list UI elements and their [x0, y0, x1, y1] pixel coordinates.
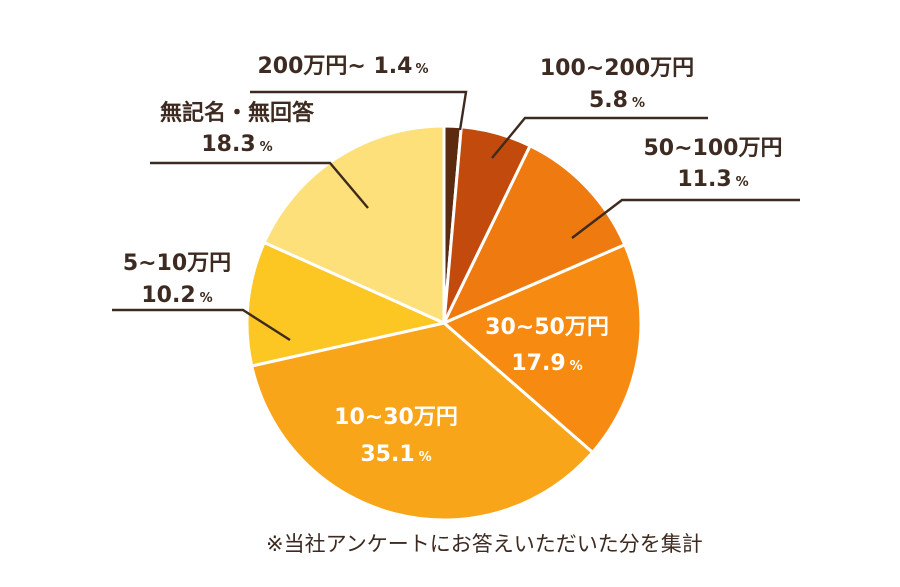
slice-value-1: 5.8%	[589, 88, 645, 113]
slice-value-5: 10.2%	[141, 283, 212, 308]
pie-slice-2	[442, 144, 627, 325]
pie-slice-4	[250, 321, 595, 522]
leader-line-2	[571, 198, 800, 239]
slice-label-4: 10~30万円	[334, 405, 458, 430]
pie-slice-3	[442, 243, 643, 454]
slice-label-6: 無記名・無回答	[160, 100, 315, 126]
leader-line-6	[150, 161, 369, 209]
slice-value-3: 17.9%	[511, 351, 582, 376]
footnote: ※当社アンケートにお答えいただいた分を集計	[266, 532, 703, 556]
slice-value-2: 11.3%	[677, 167, 748, 192]
slice-label-5: 5~10万円	[123, 251, 231, 276]
pie-slice-6	[262, 124, 446, 325]
pie-slice-5	[245, 241, 446, 368]
slice-label-2: 50~100万円	[644, 136, 783, 161]
leader-line-1	[491, 116, 708, 159]
slice-label-3: 30~50万円	[485, 315, 609, 340]
leader-line-5	[112, 308, 291, 342]
leader-line-0	[250, 90, 468, 131]
pie-labels: 200万円~ 1.4% 100~200万円 5.8 % 50~100万円 11.3 % 30~…	[112, 54, 800, 467]
pie-slices	[245, 124, 643, 522]
slice-label-1: 100~200万円	[540, 56, 694, 81]
slice-label-0: 200万円~ 1.4%	[257, 54, 428, 79]
slice-value-6: 18.3%	[201, 132, 272, 157]
slice-value-4: 35.1%	[360, 442, 431, 467]
